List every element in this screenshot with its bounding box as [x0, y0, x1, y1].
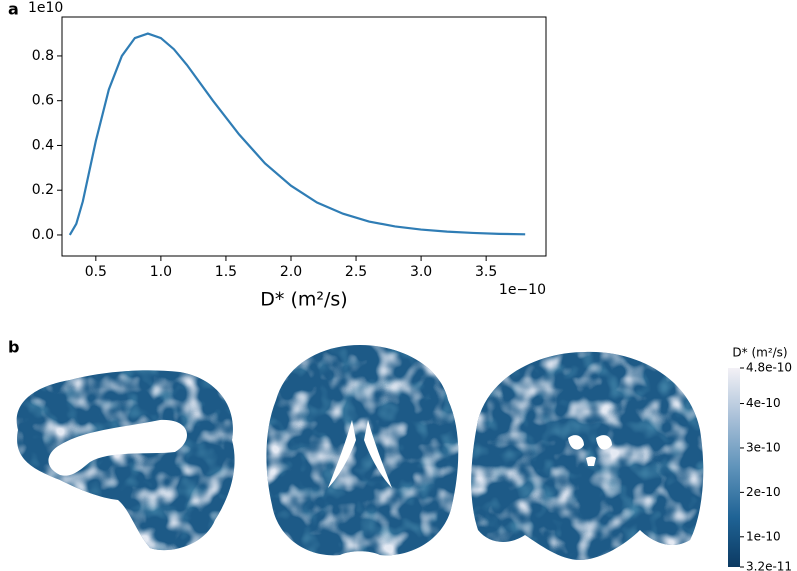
ventricle [568, 435, 612, 466]
colorbar-tick-label: 3e-10 [746, 440, 781, 454]
panel-label: b [8, 338, 19, 357]
colorbar-tick-label: 4e-10 [746, 396, 781, 410]
x-tick-label: 2.0 [280, 264, 302, 280]
ventricle [48, 419, 187, 476]
x-tick-label: 1.5 [215, 264, 237, 280]
colorbar-tick-label: 2e-10 [746, 485, 781, 499]
y-offset: 1e10 [28, 0, 63, 16]
colorbar [728, 368, 740, 567]
x-tick-label: 3.5 [475, 264, 497, 280]
y-tick-label: 0.8 [32, 48, 54, 64]
y-tick-label: 0.2 [32, 182, 54, 198]
plot-frame [61, 16, 547, 257]
x-axis-label: D* (m²/s) [260, 289, 347, 311]
brain-coronal [471, 351, 704, 560]
brain-sagittal [16, 370, 235, 551]
colorbar-tick-label: 4.8e-10 [746, 361, 792, 375]
x-tick-label: 3.0 [410, 264, 432, 280]
colorbar-title: D* (m²/s) [732, 346, 787, 360]
y-tick-label: 0.0 [32, 227, 54, 243]
x-tick-label: 0.5 [85, 264, 107, 280]
colorbar-tick-label: 3.2e-11 [746, 560, 792, 571]
x-tick-label: 2.5 [345, 264, 367, 280]
panel-label: a [8, 0, 19, 19]
x-offset: 1e−10 [499, 282, 546, 298]
brain-axial [266, 345, 459, 556]
y-tick-label: 0.6 [32, 93, 54, 109]
y-tick-label: 0.4 [32, 137, 54, 153]
x-tick-label: 1.0 [150, 264, 172, 280]
data-line [68, 32, 526, 236]
colorbar-tick-label: 1e-10 [746, 529, 781, 543]
